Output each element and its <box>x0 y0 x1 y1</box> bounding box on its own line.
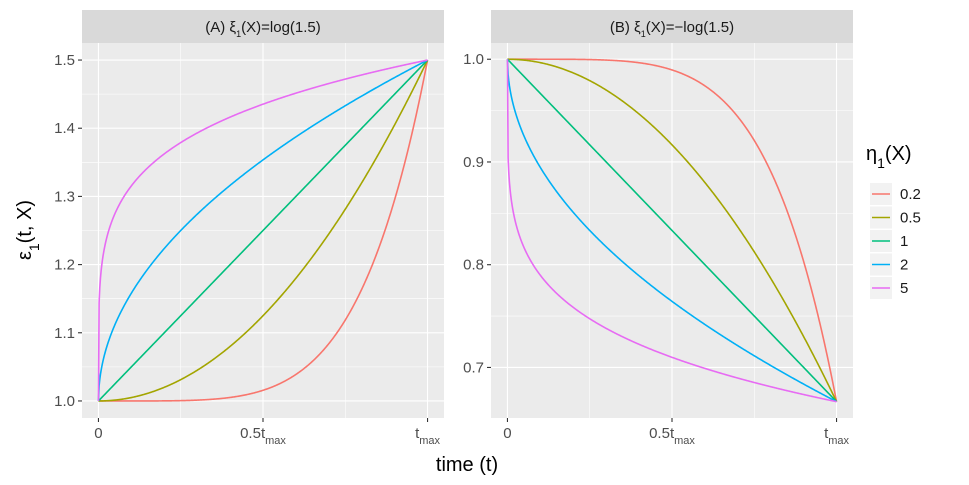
y-tick-label: 1.5 <box>54 52 75 69</box>
y-tick-label: 0.9 <box>463 154 484 171</box>
panel-b: (B) ξ1(X)=−log(1.5) 0.7 0.8 0.9 1.0 0 0.5tma… <box>463 10 853 447</box>
panel-a-y-ticks: 1.0 1.1 1.2 1.3 1.4 1.5 <box>54 52 82 410</box>
y-tick-label: 1.2 <box>54 257 75 274</box>
panel-a-lines <box>97 59 429 402</box>
y-axis-title: ε1(t, X) <box>14 200 42 260</box>
panel-b-y-ticks: 0.7 0.8 0.9 1.0 <box>463 51 491 376</box>
panel-a-grid <box>82 43 444 418</box>
panel-b-lines <box>506 58 838 403</box>
panel-b-strip <box>491 10 853 43</box>
y-tick-label: 0.7 <box>463 359 484 376</box>
panel-b-line-eta-0_2 <box>507 58 838 402</box>
panel-a-line-eta-5 <box>97 59 428 401</box>
legend-item-label: 0.5 <box>900 210 921 227</box>
panel-b-x-ticks: 0 0.5tmax tmax <box>503 418 850 447</box>
panel-a-line-eta-1 <box>97 59 429 402</box>
x-tick-label: 0 <box>94 425 102 442</box>
y-tick-label: 1.0 <box>463 51 484 68</box>
panel-a-title: (A) ξ1(X)=log(1.5) <box>205 19 321 39</box>
legend-item-label: 2 <box>900 257 908 274</box>
x-tick-label: 0 <box>503 425 511 442</box>
y-tick-label: 1.1 <box>54 325 75 342</box>
panel-a-line-eta-2 <box>97 59 428 401</box>
x-tick-label: tmax <box>824 425 849 447</box>
y-tick-label: 0.8 <box>463 257 484 274</box>
legend-title: η1(X) <box>866 143 912 171</box>
legend-item-label: 5 <box>900 280 908 297</box>
panel-a-x-ticks: 0 0.5tmax tmax <box>94 418 441 447</box>
panel-b-line-eta-2 <box>506 59 837 403</box>
panel-a-line-eta-0_2 <box>98 59 429 402</box>
legend-item-label: 1 <box>900 233 908 250</box>
y-tick-label: 1.4 <box>54 120 75 137</box>
y-tick-label: 1.3 <box>54 188 75 205</box>
x-tick-label: tmax <box>415 425 440 447</box>
x-tick-label: 0.5tmax <box>649 425 695 447</box>
x-axis-title: time (t) <box>436 454 498 476</box>
panel-b-line-eta-5 <box>506 59 837 403</box>
panel-b-title: (B) ξ1(X)=−log(1.5) <box>610 19 734 39</box>
legend-item-label: 0.2 <box>900 186 921 203</box>
x-tick-label: 0.5tmax <box>240 425 286 447</box>
panel-a-line-eta-0_5 <box>98 59 429 402</box>
panel-b-line-eta-0_5 <box>507 58 838 403</box>
panel-b-line-eta-1 <box>506 58 838 403</box>
y-tick-label: 1.0 <box>54 393 75 410</box>
panel-a-strip <box>82 10 444 43</box>
legend: η1(X) 0.2 0.5 1 2 5 <box>866 143 921 299</box>
